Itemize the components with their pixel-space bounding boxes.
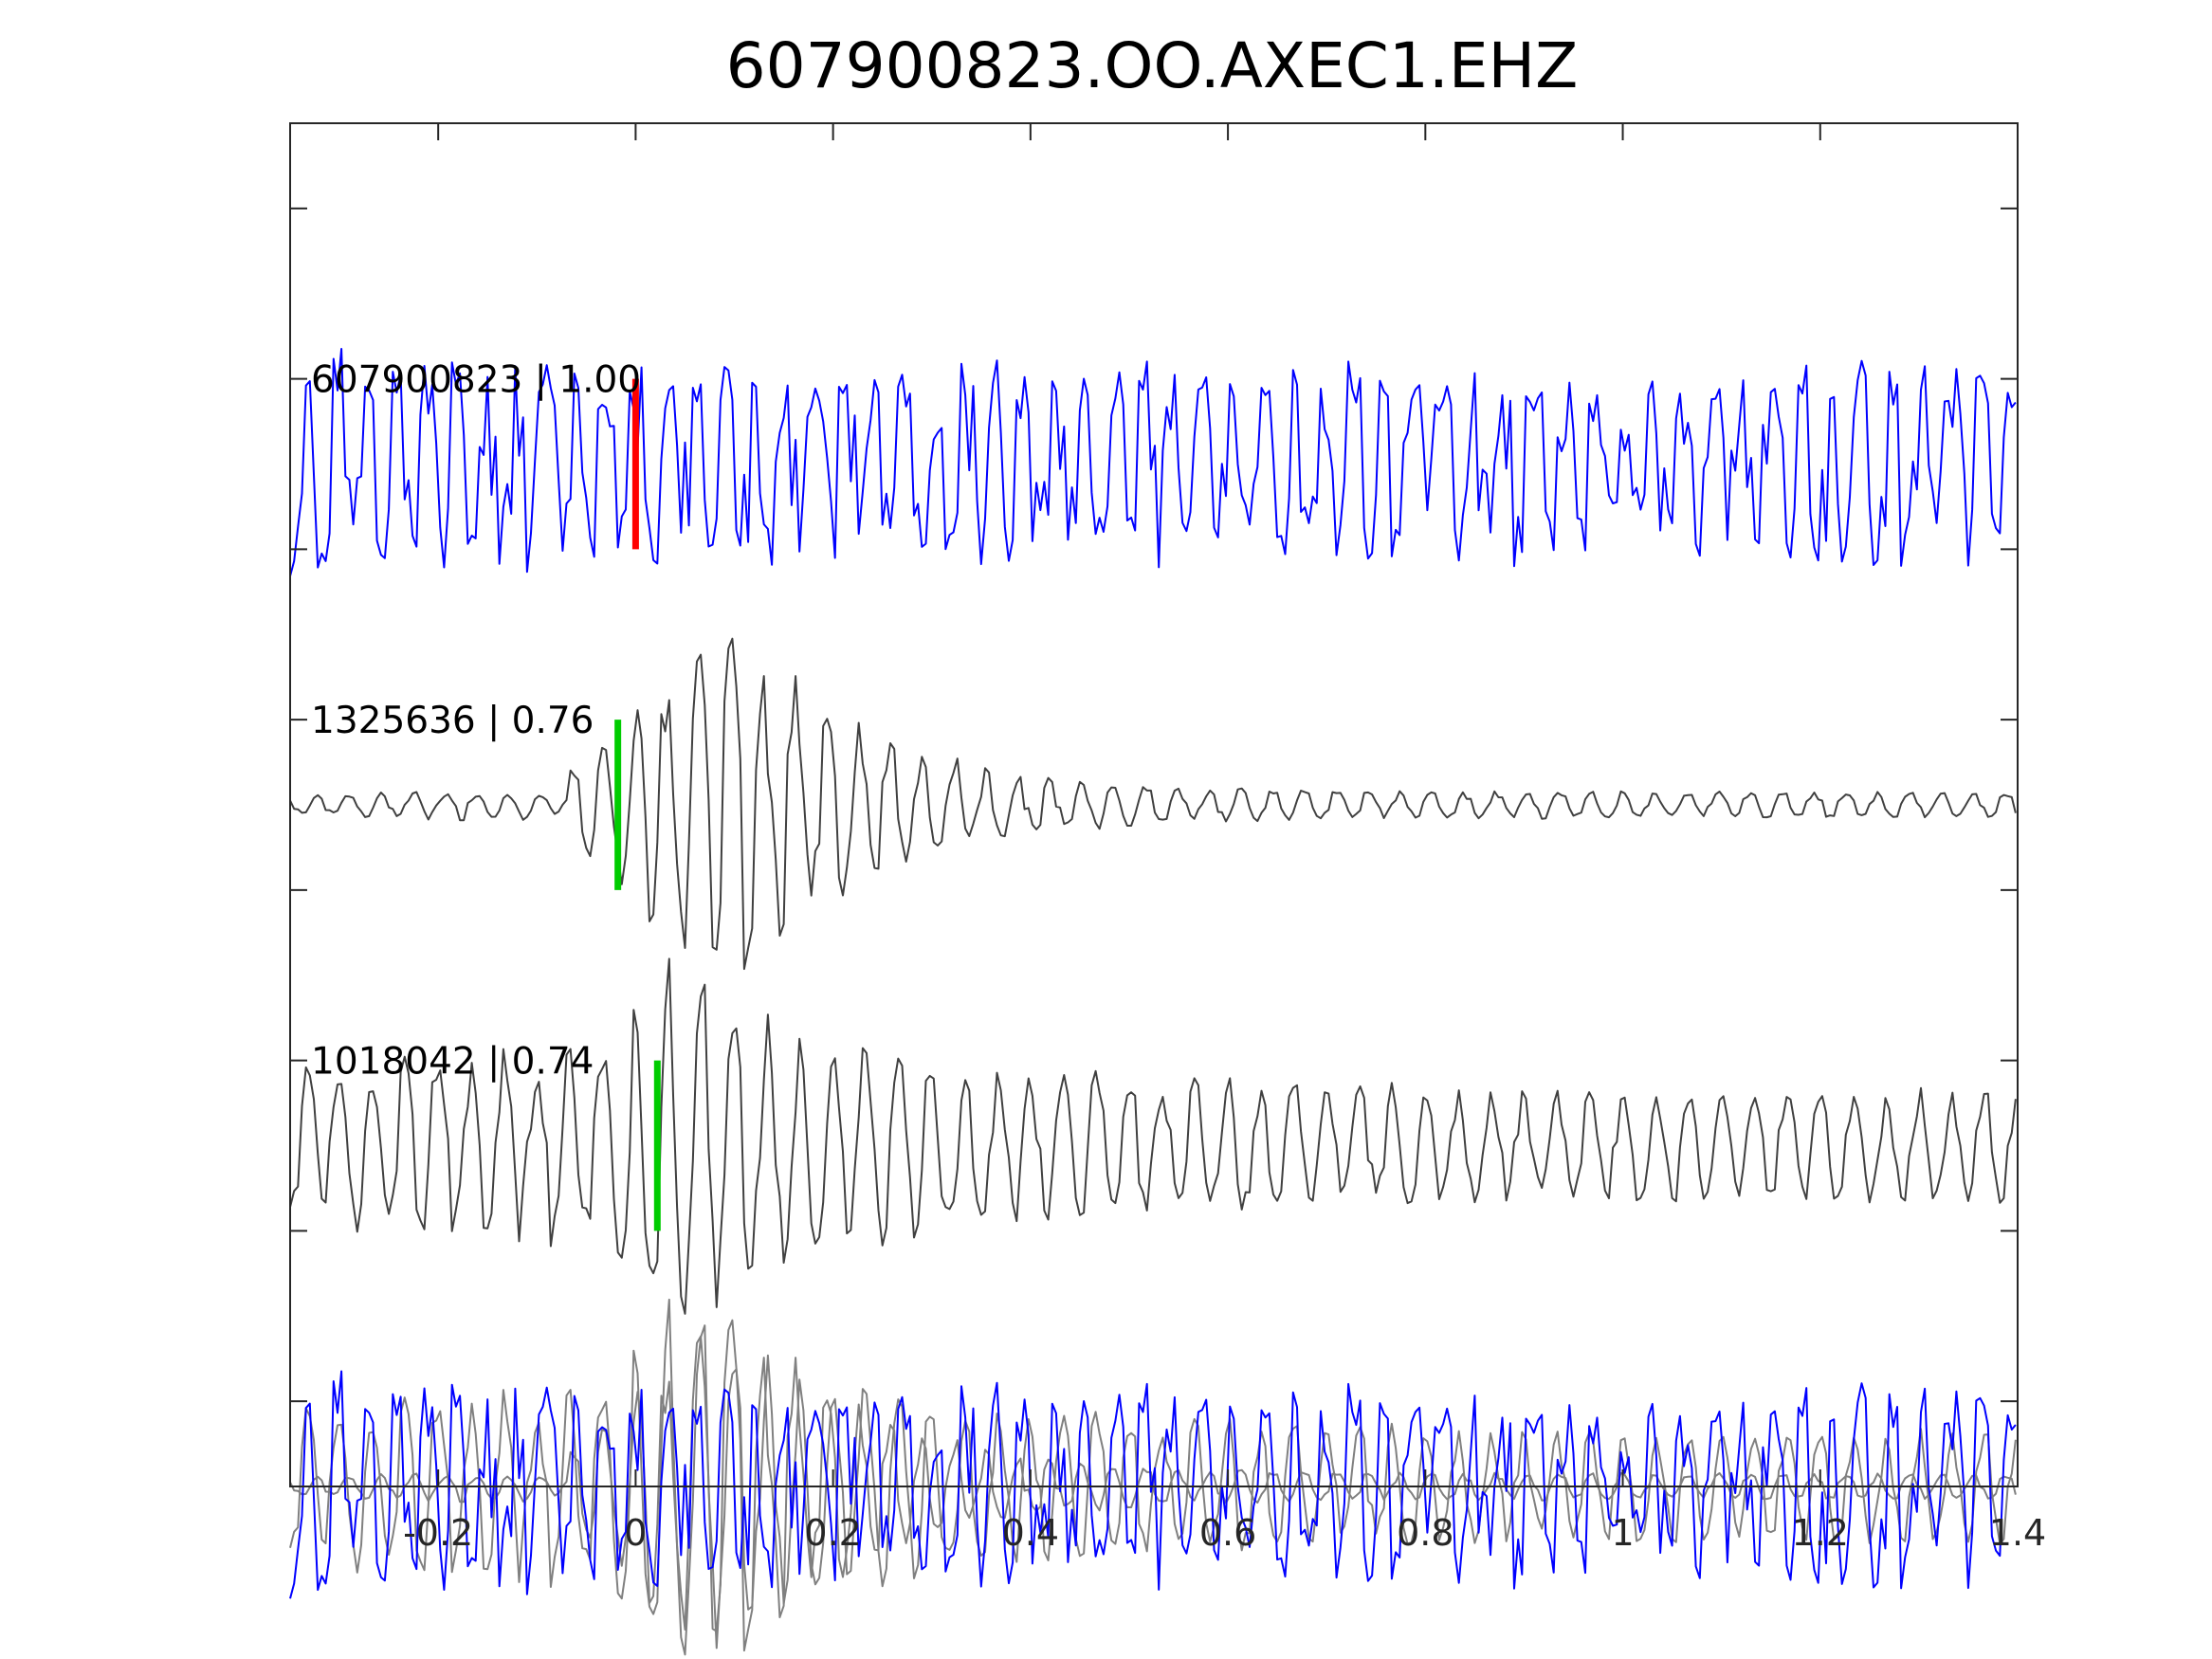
- trace-label-1: 607900823 | 1.00: [311, 359, 641, 402]
- axis-ticks-layer: -0.2 0 0.2 0.4 0.6 0.8 1 1.2 1.4: [290, 123, 2046, 1554]
- trace-line-1: [289, 348, 2017, 576]
- x-tick-label: -0.2: [403, 1512, 473, 1554]
- x-tick-label: 0.4: [1002, 1512, 1059, 1554]
- trace-line-3: [289, 957, 2017, 1315]
- chart-title: 607900823.OO.AXEC1.EHZ: [726, 29, 1579, 102]
- x-tick-label: 0.6: [1199, 1512, 1256, 1554]
- x-tick-label: 1.4: [1989, 1512, 2046, 1554]
- x-tick-label: 0: [624, 1512, 647, 1554]
- trace-label-3: 1018042 | 0.74: [311, 1041, 594, 1084]
- overlay-line-3: [289, 1370, 2017, 1599]
- trace-labels-layer: 607900823 | 1.00 1325636 | 0.76 1018042 | …: [311, 359, 641, 1084]
- x-tick-label: 1.2: [1792, 1512, 1849, 1554]
- picks-layer: [614, 378, 661, 1231]
- trace-label-2: 1325636 | 0.76: [311, 700, 594, 742]
- x-tick-label: 0.8: [1397, 1512, 1453, 1554]
- axes-frame: [289, 122, 2019, 1487]
- plot-area: 607900823 | 1.00 1325636 | 0.76 1018042 | …: [289, 122, 2046, 1656]
- x-tick-label: 0.2: [804, 1512, 861, 1554]
- x-tick-label: 1: [1611, 1512, 1634, 1554]
- trace-line-2: [289, 637, 2017, 971]
